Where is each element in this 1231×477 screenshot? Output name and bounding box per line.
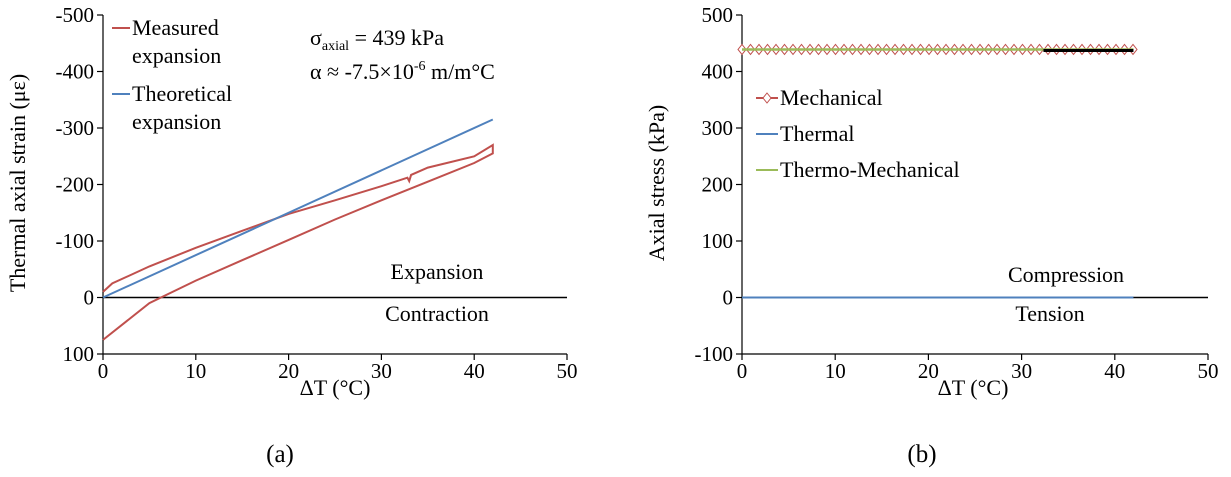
measured-expansion-line [102, 143, 494, 341]
legend-marker [762, 92, 772, 104]
panel-b: Compression Tension ΔT (°C) Axial stress… [644, 3, 1219, 468]
panel-a-y-tick-label: -400 [56, 60, 95, 84]
panel-b-y-tick-label: 500 [702, 3, 734, 27]
panel-a-y-tick-label: 0 [84, 286, 95, 310]
legend-label: Thermal [780, 121, 855, 146]
panel-a-region-below: Contraction [385, 301, 489, 326]
panel-a: σaxial = 439 kPa α ≈ -7.5×10-6 m/m°C Exp… [5, 3, 578, 468]
theoretical-expansion-line [102, 118, 494, 299]
panel-b-y-tick-label: 400 [702, 60, 734, 84]
panel-b-y-tick-label: 300 [702, 116, 734, 140]
panel-b-x-tick-label: 10 [825, 359, 846, 383]
panel-b-x-axis-label: ΔT (°C) [938, 375, 1009, 400]
panel-b-y-tick-label: -100 [695, 342, 734, 366]
panel-a-x-tick-label: 50 [557, 359, 578, 383]
panel-a-y-tick-label: -200 [56, 173, 95, 197]
legend-label: expansion [132, 43, 221, 68]
panel-b-x-tick-label: 50 [1198, 359, 1219, 383]
panel-a-region-above: Expansion [391, 259, 484, 284]
legend-label: Measured [132, 15, 219, 40]
legend-label: Thermo-Mechanical [780, 157, 960, 182]
panel-a-y-axis-label: Thermal axial strain (με) [5, 74, 30, 292]
legend-label: Theoretical [132, 81, 232, 106]
panel-b-y-axis-label: Axial stress (kPa) [644, 105, 669, 261]
panel-a-y-tick-label: -100 [56, 229, 95, 253]
panel-a-y-tick-label: -300 [56, 116, 95, 140]
panel-b-y-tick-label: 200 [702, 173, 734, 197]
panel-b-x-tick-label: 20 [918, 359, 939, 383]
panel-b-x-tick-label: 0 [737, 359, 748, 383]
legend-label: Mechanical [780, 85, 883, 110]
panel-a-x-tick-label: 10 [185, 359, 206, 383]
panel-a-x-tick-label: 20 [278, 359, 299, 383]
panel-b-x-tick-label: 30 [1011, 359, 1032, 383]
panel-b-region-above: Compression [1008, 262, 1124, 287]
panel-a-annotation-sigma: σaxial = 439 kPa [310, 25, 444, 54]
panel-b-region-below: Tension [1015, 301, 1084, 326]
panel-a-x-tick-label: 0 [98, 359, 109, 383]
panel-b-y-tick-label: 0 [723, 286, 734, 310]
legend-label: expansion [132, 109, 221, 134]
panel-a-y-tick-label: 100 [63, 342, 95, 366]
panel-a-caption: (a) [266, 441, 294, 468]
panel-a-x-axis-label: ΔT (°C) [300, 375, 371, 400]
panel-a-annotation-alpha: α ≈ -7.5×10-6 m/m°C [310, 59, 495, 84]
panel-b-y-tick-label: 100 [702, 229, 734, 253]
panel-a-x-tick-label: 40 [464, 359, 485, 383]
panel-a-y-tick-label: -500 [56, 3, 95, 27]
panel-b-caption: (b) [907, 441, 936, 468]
panel-a-x-tick-label: 30 [371, 359, 392, 383]
panel-b-x-tick-label: 40 [1104, 359, 1125, 383]
